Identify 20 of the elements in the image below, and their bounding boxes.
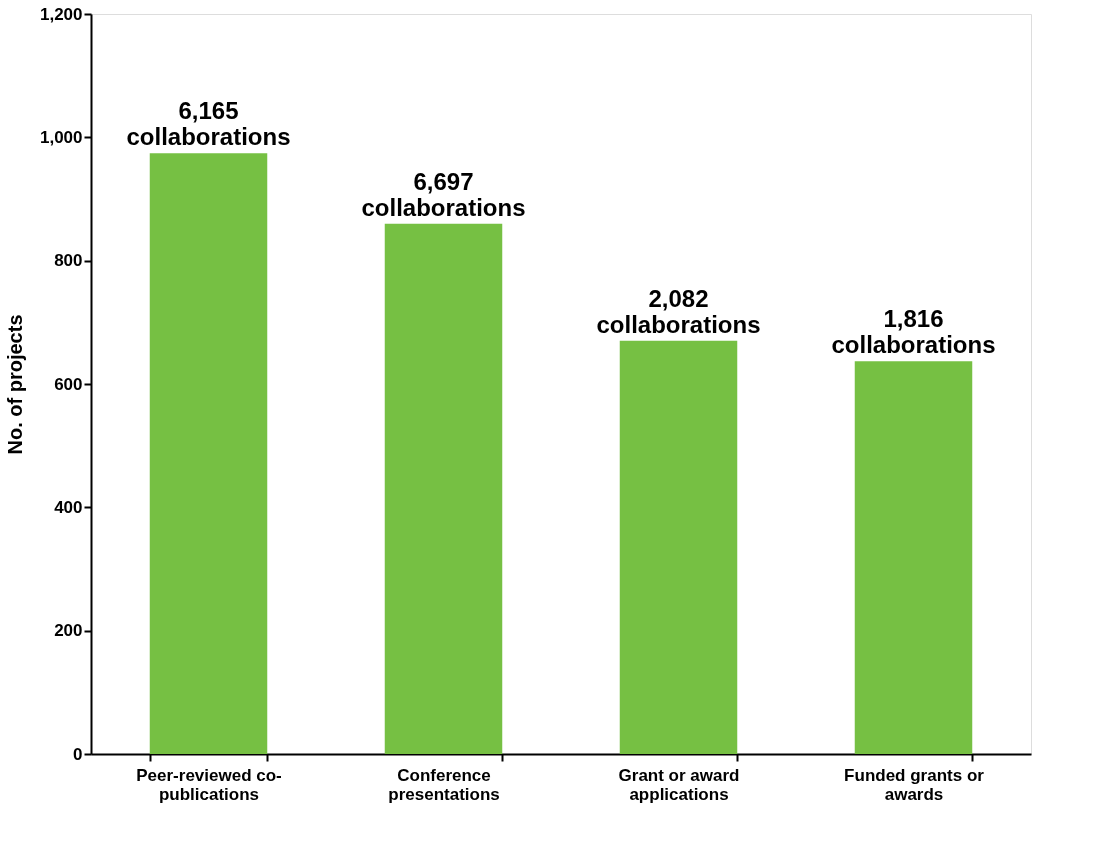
annotation: 6,697 collaborations [361,167,526,221]
bar [149,153,268,754]
annotation: 6,165 collaborations [126,97,291,151]
y-tick-label: 800 [54,251,83,271]
y-tick-label: 0 [73,744,83,764]
y-tick-label: 1,000 [39,127,83,147]
bar [854,361,973,754]
x-tick-label: Conference presentations [388,765,500,804]
x-tick-label: Peer-reviewed co-publications [136,765,282,804]
annotation: 2,082 collaborations [596,284,761,338]
x-tick-label: Grant or award applications [618,765,740,804]
y-tick-label: 600 [54,374,83,394]
y-tick-label: 400 [54,497,83,517]
bar [619,340,738,754]
annotation: 1,816 collaborations [831,305,996,359]
bar [384,223,503,754]
y-axis-title: No. of projects [3,314,26,455]
x-tick-label: Funded grants or awards [844,765,985,804]
y-tick-label: 200 [54,621,83,641]
y-tick-label: 1,200 [39,4,83,24]
